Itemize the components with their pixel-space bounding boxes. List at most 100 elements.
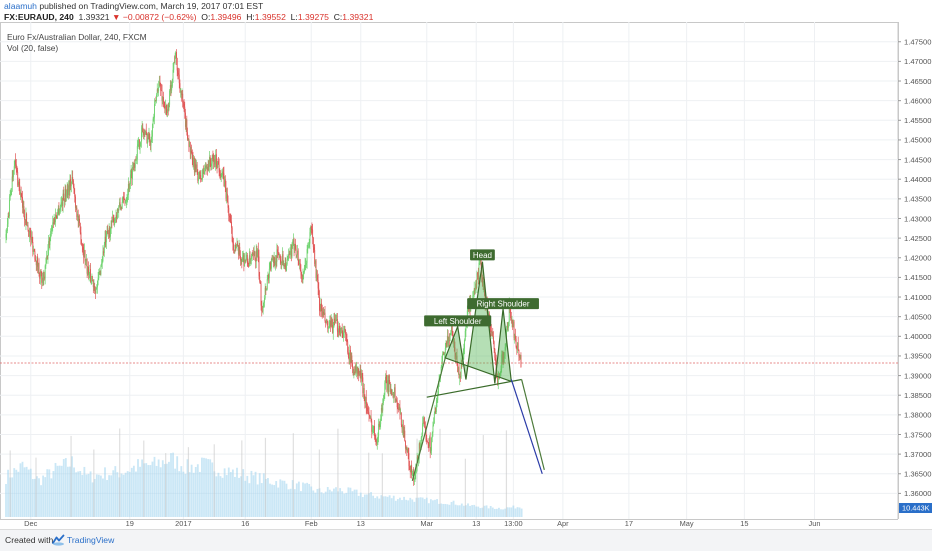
volume-bar (308, 483, 311, 517)
publish-header: alaamuh published on TradingView.com, Ma… (4, 1, 373, 23)
candle-body (42, 277, 44, 281)
close-value: 1.39321 (342, 12, 374, 22)
candle-body (478, 262, 480, 279)
volume-bar (361, 497, 364, 517)
volume-bar (178, 471, 181, 517)
candle-body (305, 262, 307, 265)
volume-spike (416, 438, 418, 517)
candle-body (133, 162, 135, 168)
candle-body (519, 356, 521, 358)
volume-bar (287, 489, 290, 517)
volume-bar (50, 478, 53, 517)
candle-body (378, 423, 380, 427)
candle-body (13, 170, 15, 177)
candle-body (515, 338, 517, 348)
volume-bar (194, 467, 197, 517)
candle-body (308, 246, 309, 248)
volume-bar (489, 505, 492, 517)
candle-body (284, 262, 286, 267)
tradingview-link[interactable]: TradingView (67, 535, 115, 545)
publish-line: alaamuh published on TradingView.com, Ma… (4, 1, 373, 12)
candle-body (5, 233, 7, 239)
candle-body (456, 355, 458, 365)
candle-body (520, 354, 522, 367)
candle-body (147, 138, 149, 140)
candle-body (23, 206, 25, 217)
pattern-label-bg (467, 298, 539, 310)
candle-body (374, 436, 376, 439)
candle-body (516, 347, 518, 350)
volume-bar (248, 483, 251, 517)
candle-body (363, 388, 364, 394)
time-tick-label: Mar (420, 519, 433, 528)
candle-body (253, 253, 254, 255)
candle-body (446, 342, 448, 345)
candle-body (154, 104, 155, 118)
price-chart[interactable]: Left Shoulder Head Right Shoulder 1.47500 1.… (0, 22, 932, 529)
candle-body (433, 413, 435, 424)
candle-body (407, 449, 409, 454)
candle-body (316, 274, 318, 278)
time-tick-label: 19 (126, 519, 134, 528)
candle-body (14, 160, 16, 167)
candle-body (484, 286, 485, 296)
candle-body (269, 262, 271, 269)
candle-body (98, 274, 100, 279)
candle-body (59, 206, 61, 210)
candle-body (105, 232, 107, 243)
candle-body (391, 389, 393, 395)
candle-body (298, 260, 300, 264)
candle-body (387, 380, 389, 392)
candle-body (385, 376, 386, 383)
volume-bar (85, 474, 88, 517)
candle-body (341, 327, 343, 333)
candle-body (129, 184, 131, 189)
volume-bar (31, 479, 34, 517)
price-axis (898, 22, 932, 529)
candle-body (136, 146, 138, 160)
candle-body (281, 262, 283, 264)
volume-bar (487, 508, 490, 517)
candle-body (33, 249, 34, 252)
candle-body (440, 367, 442, 375)
candle-body (55, 214, 57, 217)
candle-body (69, 179, 71, 192)
candle-body (135, 159, 137, 161)
candle-body (369, 415, 371, 418)
candle-body (29, 231, 31, 233)
candle-body (61, 202, 63, 203)
candle-body (210, 163, 212, 167)
volume-bar (502, 509, 504, 517)
volume-spike (368, 452, 370, 517)
volume-spike (482, 435, 484, 517)
candle-body (176, 51, 177, 59)
candle-body (512, 320, 514, 328)
candle-body (78, 218, 80, 222)
candle-body (24, 216, 26, 220)
candle-body (119, 202, 121, 208)
candle-body (88, 266, 89, 275)
candle-body (115, 215, 117, 218)
candle-body (414, 472, 416, 479)
candle-body (424, 423, 426, 428)
volume-bar (130, 467, 133, 517)
candle-body (409, 466, 411, 470)
candle-body (28, 230, 30, 237)
volume-bar (378, 498, 381, 517)
candle-body (347, 341, 349, 353)
candle-body (74, 193, 76, 197)
candle-body (331, 320, 333, 326)
volume-bar (333, 488, 335, 517)
volume-bar (147, 465, 150, 517)
volume-bar (376, 496, 379, 517)
last-price: 1.39321 (78, 12, 110, 22)
volume-bar (221, 477, 224, 517)
candle-body (356, 366, 358, 372)
candle-body (35, 260, 37, 266)
candle-body (368, 412, 370, 416)
volume-bar (99, 475, 102, 517)
time-tick-label: 16 (241, 519, 249, 528)
volume-bar (192, 472, 195, 517)
candle-body (255, 250, 257, 262)
author-link[interactable]: alaamuh (4, 1, 37, 11)
